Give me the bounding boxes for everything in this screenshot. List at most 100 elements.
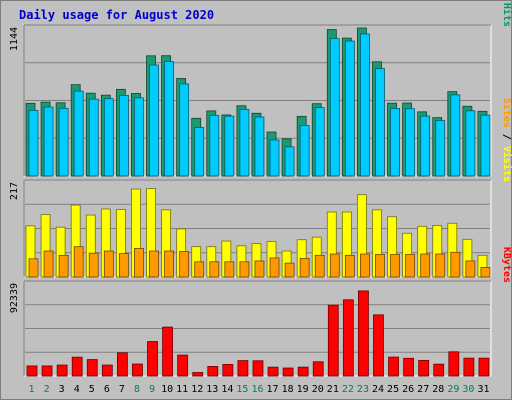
legend-sites: Sites (501, 98, 512, 128)
kbytes-bar-day-7 (116, 352, 128, 377)
pages-bar-day-21 (329, 38, 340, 177)
kbytes-bar-day-2 (41, 365, 53, 377)
pages-bar-day-24 (375, 68, 385, 177)
x-tick-label: 3 (59, 384, 65, 395)
x-tick-label: 4 (74, 384, 80, 395)
x-tick-label: 19 (297, 384, 309, 395)
sites-bar-day-23 (360, 253, 370, 278)
sites-bar-day-3 (58, 254, 69, 278)
kbytes-bar-day-29 (448, 351, 460, 377)
x-tick-label: 25 (387, 384, 399, 395)
x-tick-label: 6 (104, 384, 110, 395)
sites-bar-day-29 (450, 251, 461, 278)
sites-bar-day-1 (28, 258, 39, 278)
pages-bar-day-25 (390, 108, 400, 177)
legend-separator: / (501, 128, 512, 146)
x-tick-label: 20 (312, 384, 324, 395)
sites-bar-day-13 (209, 261, 220, 278)
pages-bar-day-7 (118, 95, 129, 177)
pages-bar-day-6 (103, 98, 114, 177)
kbytes-bar-day-8 (132, 363, 143, 377)
sites-bar-day-11 (179, 251, 190, 278)
pages-bar-day-22 (344, 40, 355, 177)
pages-bar-day-10 (164, 61, 174, 177)
sites-bar-day-28 (435, 253, 446, 278)
pages-bar-day-17 (269, 139, 280, 177)
sites-bar-day-17 (269, 257, 280, 278)
kbytes-bar-day-22 (342, 299, 354, 377)
pages-bar-day-30 (465, 110, 476, 177)
panel-kbytes: 92339 KBytes (9, 247, 512, 377)
kbytes-bar-day-30 (463, 357, 475, 377)
x-tick-label: 30 (462, 384, 474, 395)
pages-bar-day-19 (299, 125, 310, 177)
pages-bar-day-13 (209, 114, 220, 177)
sites-bar-day-26 (405, 254, 416, 278)
sites-bar-day-6 (103, 250, 114, 278)
chart-title: Daily usage for August 2020 (19, 8, 214, 22)
x-tick-label: 24 (372, 384, 384, 395)
legend-kbytes: KBytes (501, 247, 512, 283)
kbytes-bar-day-13 (207, 366, 219, 377)
sites-bar-day-18 (284, 262, 295, 278)
kbytes-bar-day-23 (358, 290, 369, 377)
kbytes-bar-day-28 (433, 363, 445, 377)
kbytes-bar-day-12 (192, 372, 204, 377)
kbytes-bar-day-1 (26, 365, 38, 377)
kbytes-bar-day-21 (327, 304, 339, 377)
kbytes-bar-day-18 (282, 367, 294, 377)
chart-panels: 1144 Pages / Files / Hits 217 Sites / Visit… (9, 0, 512, 377)
series-sites (28, 246, 491, 278)
sites-bar-day-27 (420, 253, 431, 278)
kbytes-bar-day-11 (177, 354, 189, 377)
x-tick-label: 2 (44, 384, 50, 395)
kbytes-bar-day-25 (388, 356, 399, 377)
sites-bar-day-12 (194, 261, 205, 278)
x-tick-label: 29 (447, 384, 459, 395)
kbytes-bar-day-6 (101, 364, 113, 377)
x-tick-label: 23 (357, 384, 369, 395)
pages-bar-day-15 (239, 108, 250, 177)
sites-bar-day-8 (134, 248, 144, 278)
x-tick-label: 26 (402, 384, 414, 395)
pages-bar-day-14 (224, 115, 235, 177)
pages-bar-day-23 (360, 33, 370, 177)
legend-hits: Hits (501, 3, 512, 27)
x-tick-label: 21 (327, 384, 339, 395)
kbytes-bar-day-31 (478, 357, 490, 377)
kbytes-bar-day-14 (222, 364, 234, 377)
x-tick-label: 12 (191, 384, 203, 395)
pages-bar-day-27 (420, 115, 431, 177)
pages-bar-day-26 (405, 108, 416, 177)
kbytes-bar-day-15 (237, 360, 249, 377)
kbytes-bar-day-5 (86, 359, 98, 377)
pages-bar-day-18 (284, 146, 295, 177)
kbytes-bar-day-4 (71, 356, 83, 377)
sites-bar-day-4 (73, 246, 84, 278)
sites-bar-day-10 (164, 250, 174, 278)
x-tick-label: 14 (221, 384, 233, 395)
x-tick-label: 10 (161, 384, 173, 395)
x-tick-label: 31 (477, 384, 489, 395)
panel-visits-legend: Sites / Visits (501, 98, 512, 182)
pages-bar-day-29 (450, 94, 461, 177)
pages-bar-day-3 (58, 107, 69, 177)
pages-bar-day-5 (88, 98, 99, 177)
pages-bar-day-12 (194, 127, 205, 177)
sites-bar-day-25 (390, 254, 400, 278)
x-axis-labels: 1 2 3 4 5 6 7 8 9 10 11 12 13 14 15 16 17 18 19 20 21 22 23 24 2… (29, 384, 490, 395)
kbytes-bar-day-16 (252, 360, 264, 377)
sites-bar-day-7 (118, 253, 129, 278)
pages-bar-day-20 (314, 107, 325, 177)
sites-bar-day-22 (344, 254, 355, 278)
x-tick-label: 11 (176, 384, 188, 395)
kbytes-bar-day-20 (312, 361, 324, 377)
x-tick-label: 16 (251, 384, 263, 395)
kbytes-bar-day-9 (147, 341, 158, 377)
kbytes-bar-day-10 (162, 326, 173, 377)
sites-bar-day-19 (299, 257, 310, 278)
pages-bar-day-8 (134, 97, 144, 177)
panel-visits: 217 Sites / Visits (9, 98, 512, 278)
x-tick-label: 18 (282, 384, 294, 395)
